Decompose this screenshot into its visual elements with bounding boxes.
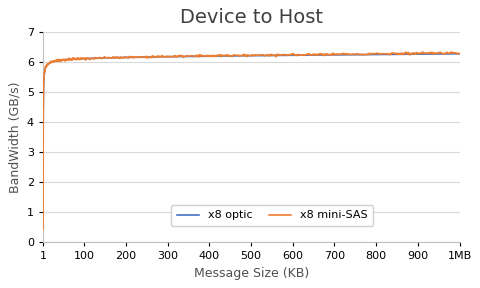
x8 optic [182, 55, 188, 58]
x8 mini-SAS [182, 55, 188, 58]
Line: x8 optic: x8 optic [43, 54, 459, 230]
x8 optic [456, 52, 462, 56]
x8 optic [159, 55, 165, 58]
x8 mini-SAS [40, 227, 46, 230]
x8 optic [455, 52, 460, 56]
x8 optic [207, 54, 213, 58]
x8 mini-SAS [423, 52, 429, 55]
x8 mini-SAS [456, 52, 462, 55]
X-axis label: Message Size (KB): Message Size (KB) [193, 267, 309, 280]
x8 mini-SAS [159, 54, 165, 57]
x8 optic [158, 55, 164, 58]
x8 optic [40, 228, 46, 231]
Title: Device to Host: Device to Host [180, 8, 323, 27]
Line: x8 mini-SAS: x8 mini-SAS [43, 52, 459, 229]
x8 mini-SAS [455, 52, 461, 56]
Y-axis label: BandWidth (GB/s): BandWidth (GB/s) [8, 81, 21, 193]
x8 optic [422, 52, 428, 56]
Legend: x8 optic, x8 mini-SAS: x8 optic, x8 mini-SAS [171, 205, 373, 226]
x8 mini-SAS [420, 50, 426, 54]
x8 mini-SAS [207, 55, 213, 58]
x8 mini-SAS [158, 55, 164, 59]
